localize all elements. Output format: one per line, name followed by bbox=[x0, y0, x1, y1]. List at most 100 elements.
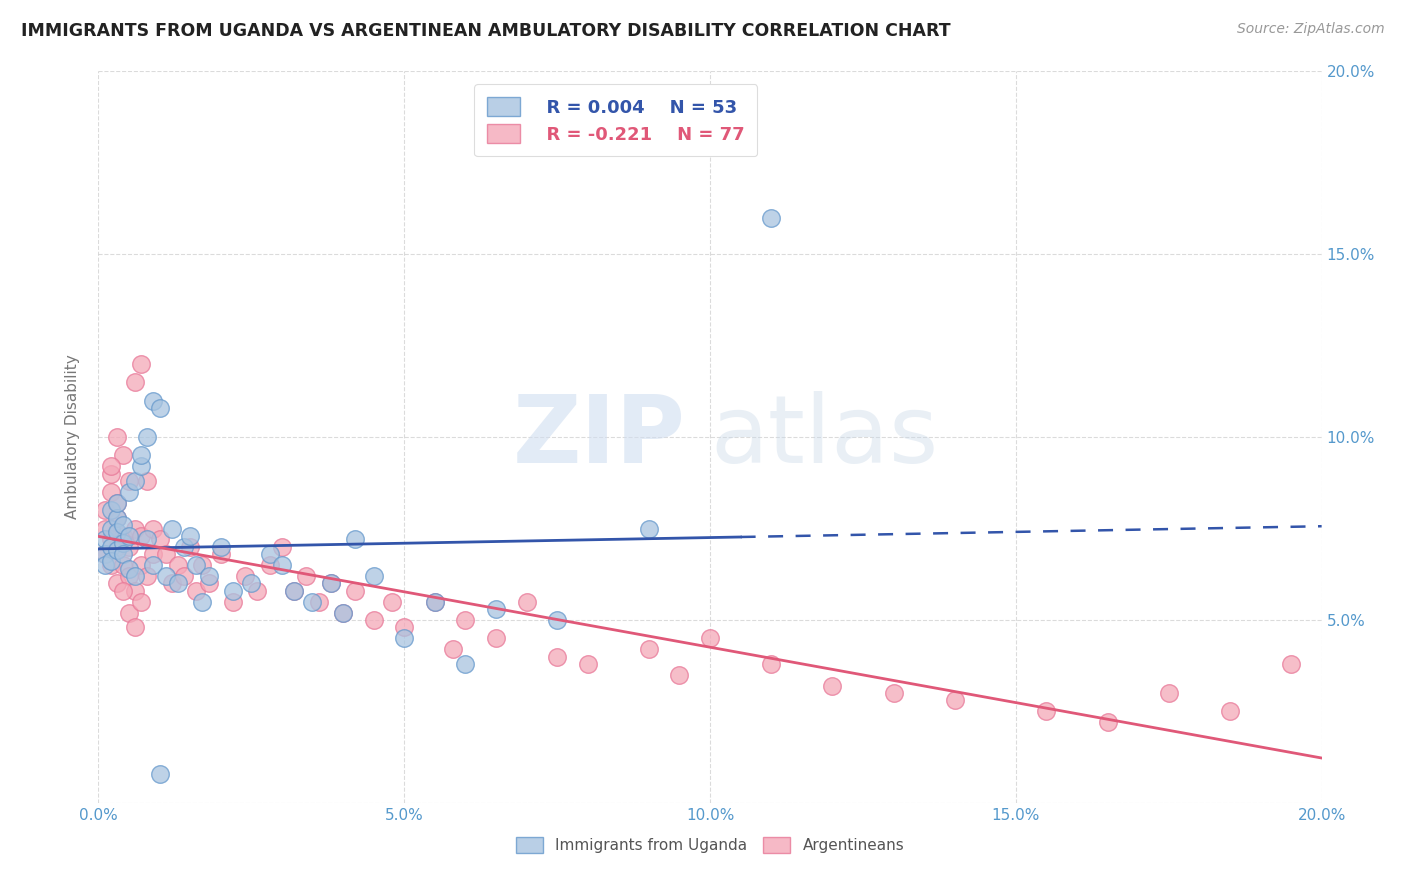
Point bbox=[308, 594, 330, 608]
Point bbox=[423, 594, 446, 608]
Point bbox=[668, 667, 690, 681]
Point bbox=[283, 583, 305, 598]
Point bbox=[259, 547, 281, 561]
Point bbox=[105, 543, 128, 558]
Point bbox=[118, 562, 141, 576]
Point bbox=[441, 642, 464, 657]
Point bbox=[124, 569, 146, 583]
Point bbox=[100, 558, 122, 573]
Point bbox=[270, 558, 292, 573]
Point bbox=[270, 540, 292, 554]
Point bbox=[295, 569, 318, 583]
Point bbox=[1097, 715, 1119, 730]
Point bbox=[209, 540, 232, 554]
Point bbox=[1157, 686, 1180, 700]
Point bbox=[100, 521, 122, 535]
Point bbox=[100, 554, 122, 568]
Point bbox=[105, 496, 128, 510]
Point bbox=[155, 547, 177, 561]
Point bbox=[93, 521, 115, 535]
Point bbox=[576, 657, 599, 671]
Point bbox=[129, 594, 152, 608]
Point bbox=[173, 540, 195, 554]
Point bbox=[1219, 705, 1241, 719]
Point bbox=[105, 540, 128, 554]
Point bbox=[363, 613, 385, 627]
Point bbox=[209, 547, 232, 561]
Point bbox=[392, 632, 416, 646]
Point bbox=[301, 594, 323, 608]
Point bbox=[546, 649, 568, 664]
Point bbox=[93, 503, 115, 517]
Point bbox=[93, 547, 115, 561]
Point bbox=[124, 474, 146, 488]
Point bbox=[637, 642, 661, 657]
Point bbox=[118, 529, 141, 543]
Point bbox=[124, 521, 146, 535]
Point bbox=[319, 576, 342, 591]
Point bbox=[392, 620, 416, 634]
Point bbox=[105, 496, 128, 510]
Point bbox=[197, 576, 219, 591]
Point bbox=[93, 533, 115, 547]
Point bbox=[149, 533, 172, 547]
Text: atlas: atlas bbox=[710, 391, 938, 483]
Point bbox=[222, 594, 245, 608]
Point bbox=[160, 576, 183, 591]
Point bbox=[319, 576, 342, 591]
Text: Source: ZipAtlas.com: Source: ZipAtlas.com bbox=[1237, 22, 1385, 37]
Point bbox=[240, 576, 263, 591]
Point bbox=[167, 576, 190, 591]
Point bbox=[173, 569, 195, 583]
Point bbox=[124, 620, 146, 634]
Text: IMMIGRANTS FROM UGANDA VS ARGENTINEAN AMBULATORY DISABILITY CORRELATION CHART: IMMIGRANTS FROM UGANDA VS ARGENTINEAN AM… bbox=[21, 22, 950, 40]
Point bbox=[142, 393, 165, 408]
Point bbox=[129, 558, 152, 573]
Point bbox=[246, 583, 269, 598]
Point bbox=[118, 569, 141, 583]
Y-axis label: Ambulatory Disability: Ambulatory Disability bbox=[65, 355, 80, 519]
Point bbox=[191, 594, 214, 608]
Point bbox=[111, 547, 134, 561]
Point bbox=[179, 540, 201, 554]
Point bbox=[1279, 657, 1302, 671]
Point bbox=[454, 613, 477, 627]
Point bbox=[118, 485, 141, 500]
Point bbox=[136, 430, 159, 444]
Point bbox=[699, 632, 721, 646]
Point bbox=[93, 558, 115, 573]
Point bbox=[105, 510, 128, 524]
Point bbox=[105, 576, 128, 591]
Point bbox=[160, 521, 183, 535]
Point bbox=[100, 467, 122, 481]
Point bbox=[233, 569, 256, 583]
Point bbox=[283, 583, 305, 598]
Point bbox=[136, 569, 159, 583]
Point bbox=[1035, 705, 1057, 719]
Point bbox=[111, 536, 134, 550]
Point bbox=[259, 558, 281, 573]
Point bbox=[129, 357, 152, 371]
Point bbox=[423, 594, 446, 608]
Point bbox=[546, 613, 568, 627]
Point bbox=[100, 485, 122, 500]
Point bbox=[142, 521, 165, 535]
Point bbox=[124, 375, 146, 389]
Point bbox=[167, 558, 190, 573]
Point bbox=[129, 529, 152, 543]
Point bbox=[149, 766, 172, 780]
Point bbox=[363, 569, 385, 583]
Point bbox=[100, 540, 122, 554]
Point bbox=[759, 211, 782, 225]
Point bbox=[179, 529, 201, 543]
Point bbox=[381, 594, 404, 608]
Point bbox=[186, 583, 208, 598]
Point bbox=[111, 529, 134, 543]
Point bbox=[100, 503, 122, 517]
Point bbox=[100, 459, 122, 474]
Point bbox=[332, 606, 354, 620]
Point bbox=[883, 686, 905, 700]
Point bbox=[111, 517, 134, 532]
Point bbox=[332, 606, 354, 620]
Point bbox=[100, 533, 122, 547]
